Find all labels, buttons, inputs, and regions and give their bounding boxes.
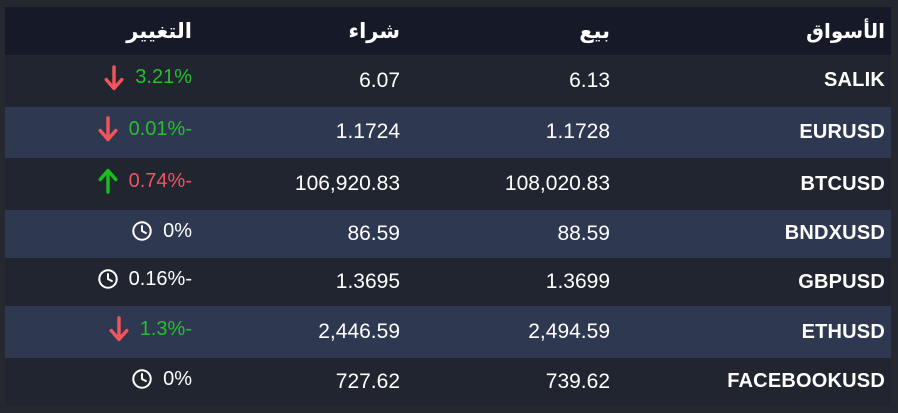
buy-price: 6.07 [359,68,400,92]
sell-price: 88.59 [557,221,610,245]
market-symbol: GBPUSD [798,270,885,293]
change-cell: 0% [5,368,210,397]
table-header-row: التغيير شراء بيع الأسواق [5,7,891,55]
sell-price: 1.1728 [545,120,610,144]
header-buy: شراء [348,19,400,43]
header-markets: الأسواق [806,20,885,43]
market-row[interactable]: 0.74%- 106,920.83 108,020.83 BTCUSD [5,158,891,210]
change-cell: 0% [5,220,210,249]
header-sell: بيع [579,19,610,43]
market-row[interactable]: 0.16%- 1.3695 1.3699 GBPUSD [5,258,891,307]
market-symbol: SALIK [824,69,885,92]
buy-price: 1.1724 [335,120,400,144]
change-value: 0% [163,219,192,242]
change-cell: 0.01%- [5,116,210,148]
change-value: 0% [163,367,192,390]
sell-price: 108,020.83 [504,172,610,196]
market-row[interactable]: 1.3%- 2,446.59 2,494.59 ETHUSD [5,306,891,358]
clock-icon [97,268,119,290]
change-value: 3.21% [135,66,192,89]
header-change: التغيير [126,19,192,43]
down-arrow-icon [108,316,130,342]
change-value: 1.3%- [139,317,192,340]
change-value: 0.74%- [128,169,192,192]
sell-price: 739.62 [545,369,610,393]
clock-icon [131,220,153,242]
market-quotes-widget: التغيير شراء بيع الأسواق [5,7,891,406]
sell-price: 2,494.59 [528,320,610,344]
market-symbol: BTCUSD [800,172,885,195]
change-cell: 1.3%- [5,316,210,348]
buy-price: 1.3695 [335,270,400,294]
up-arrow-icon [97,168,119,194]
change-cell: 0.16%- [5,268,210,297]
market-row[interactable]: 0.01%- 1.1724 1.1728 EURUSD [5,106,891,159]
clock-icon [131,368,153,390]
buy-price: 2,446.59 [318,320,400,344]
change-cell: 0.74%- [5,168,210,200]
buy-price: 727.62 [335,369,400,393]
market-symbol: FACEBOOKUSD [727,370,885,393]
market-symbol: BNDXUSD [784,222,885,245]
down-arrow-icon [97,116,119,142]
market-row[interactable]: 0% 727.62 739.62 FACEBOOKUSD [5,357,891,406]
sell-price: 6.13 [569,68,610,92]
market-symbol: EURUSD [799,120,885,143]
change-value: 0.16%- [128,267,192,290]
change-value: 0.01%- [128,117,192,140]
down-arrow-icon [103,65,125,91]
sell-price: 1.3699 [545,270,610,294]
buy-price: 106,920.83 [294,172,400,196]
market-symbol: ETHUSD [801,320,885,343]
market-row[interactable]: 3.21% 6.07 6.13 SALIK [5,55,891,107]
buy-price: 86.59 [347,221,400,245]
market-row[interactable]: 0% 86.59 88.59 BNDXUSD [5,209,891,259]
change-cell: 3.21% [5,65,210,97]
